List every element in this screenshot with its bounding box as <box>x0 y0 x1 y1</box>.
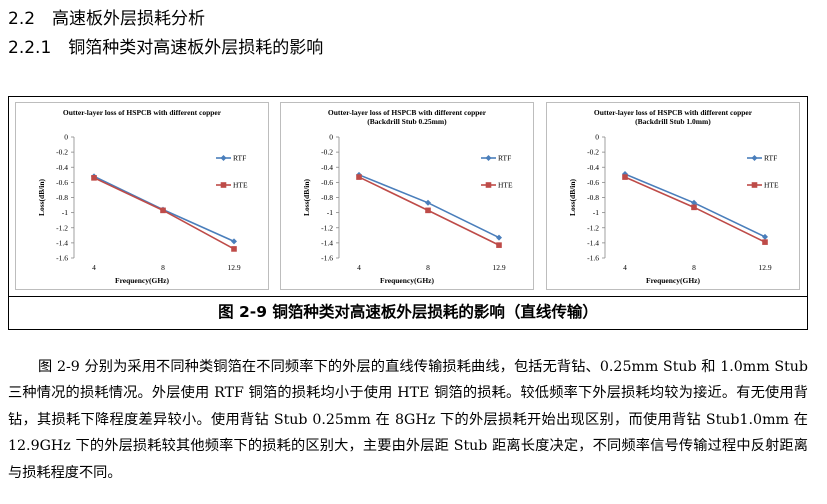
x-tick-label: 8 <box>161 263 165 272</box>
subsection-heading: 2.2.1 铜箔种类对高速板外层损耗的影响 <box>8 38 324 58</box>
legend-marker-rtf <box>751 155 758 161</box>
chart-title: (Backdrill Stub 1.0mm) <box>635 117 711 126</box>
y-tick-label: -0.6 <box>587 178 599 187</box>
figure-caption: 图 2-9 铜箔种类对高速板外层损耗的影响（直线传输） <box>9 296 807 329</box>
chart-1-svg: Outter-layer loss of HSPCB with differen… <box>37 108 248 285</box>
legend-marker-rtf <box>485 155 492 161</box>
legend-label-hte: HTE <box>498 181 513 190</box>
x-tick-label: 12.9 <box>227 263 240 272</box>
chart-title: Outter-layer loss of HSPCB with differen… <box>594 108 753 117</box>
data-point-rtf <box>762 233 768 240</box>
legend-label-hte: HTE <box>233 181 248 190</box>
y-tick-label: -1.4 <box>587 238 599 247</box>
y-tick-label: 0 <box>329 133 333 142</box>
y-tick-label: -1.2 <box>56 223 68 232</box>
x-tick-label: 8 <box>426 263 430 272</box>
y-tick-label: -0.6 <box>56 178 68 187</box>
x-axis-label: Frequency(GHz) <box>646 276 701 285</box>
chart-title: Outter-layer loss of HSPCB with differen… <box>63 108 222 117</box>
data-point-hte <box>622 174 628 180</box>
y-tick-label: -0.8 <box>321 193 333 202</box>
data-point-hte <box>160 207 166 214</box>
chart-2-svg: Outter-layer loss of HSPCB with differen… <box>302 108 513 285</box>
y-tick-label: -0.4 <box>587 163 599 172</box>
x-tick-label: 4 <box>357 263 361 272</box>
y-tick-label: -0.2 <box>587 148 599 157</box>
y-tick-label: -0.8 <box>587 193 599 202</box>
data-point-hte <box>496 242 502 248</box>
chart-3-svg: Outter-layer loss of HSPCB with differen… <box>568 108 779 285</box>
legend-label-rtf: RTF <box>233 154 246 163</box>
chart-panel-3: Outter-layer loss of HSPCB with differen… <box>546 102 800 290</box>
y-tick-label: -0.2 <box>321 148 333 157</box>
x-tick-label: 4 <box>623 263 627 272</box>
data-point-rtf <box>425 199 431 206</box>
chart-title: Outter-layer loss of HSPCB with differen… <box>328 108 487 117</box>
y-axis-label: Loss(dB/in) <box>302 178 311 216</box>
y-tick-label: -1.6 <box>587 254 599 263</box>
legend-label-rtf: RTF <box>498 154 511 163</box>
y-tick-label: -1.4 <box>321 238 333 247</box>
y-tick-label: -1.2 <box>321 223 333 232</box>
legend-marker-rtf <box>220 155 227 161</box>
data-point-hte <box>762 239 768 245</box>
y-tick-label: -1.6 <box>56 254 68 263</box>
y-tick-label: -1 <box>62 208 68 217</box>
legend-label-hte: HTE <box>764 181 779 190</box>
section-heading: 2.2 高速板外层损耗分析 <box>8 9 206 29</box>
x-tick-label: 8 <box>692 263 696 272</box>
data-point-rtf <box>496 234 502 241</box>
chart-title: (Backdrill Stub 0.25mm) <box>367 117 447 126</box>
y-tick-label: 0 <box>64 133 68 142</box>
legend-marker-hte <box>220 182 227 188</box>
y-axis-label: Loss(dB/in) <box>568 178 577 216</box>
y-tick-label: -1 <box>327 208 333 217</box>
x-axis-label: Frequency(GHz) <box>380 276 435 285</box>
data-point-rtf <box>231 238 237 245</box>
legend-marker-hte <box>751 182 758 188</box>
data-point-hte <box>425 207 431 214</box>
data-point-rtf <box>691 199 697 206</box>
y-tick-label: -0.4 <box>56 163 68 172</box>
chart-panel-1: Outter-layer loss of HSPCB with differen… <box>15 102 269 290</box>
data-point-hte <box>691 204 697 211</box>
series-line-hte <box>93 177 235 250</box>
data-point-hte <box>356 174 362 180</box>
y-tick-label: 0 <box>595 133 599 142</box>
y-tick-label: -0.8 <box>56 193 68 202</box>
y-tick-label: -0.6 <box>321 178 333 187</box>
y-tick-label: -1.2 <box>587 223 599 232</box>
body-paragraph: 图 2-9 分别为采用不同种类铜箔在不同频率下的外层的直线传输损耗曲线，包括无背… <box>8 359 808 481</box>
figure-frame: Outter-layer loss of HSPCB with differen… <box>8 96 808 330</box>
y-tick-label: -1.6 <box>321 254 333 263</box>
x-axis-label: Frequency(GHz) <box>115 276 170 285</box>
y-tick-label: -0.4 <box>321 163 333 172</box>
legend-marker-hte <box>485 182 492 188</box>
y-tick-label: -1 <box>593 208 599 217</box>
y-tick-label: -0.2 <box>56 148 68 157</box>
y-tick-label: -1.4 <box>56 238 68 247</box>
x-tick-label: 4 <box>92 263 96 272</box>
data-point-hte <box>231 246 237 252</box>
x-tick-label: 12.9 <box>492 263 505 272</box>
legend-label-rtf: RTF <box>764 154 777 163</box>
data-point-hte <box>91 175 97 181</box>
y-axis-label: Loss(dB/in) <box>37 178 46 216</box>
x-tick-label: 12.9 <box>758 263 771 272</box>
series-line-rtf <box>358 174 500 239</box>
chart-panel-2: Outter-layer loss of HSPCB with differen… <box>280 102 534 290</box>
